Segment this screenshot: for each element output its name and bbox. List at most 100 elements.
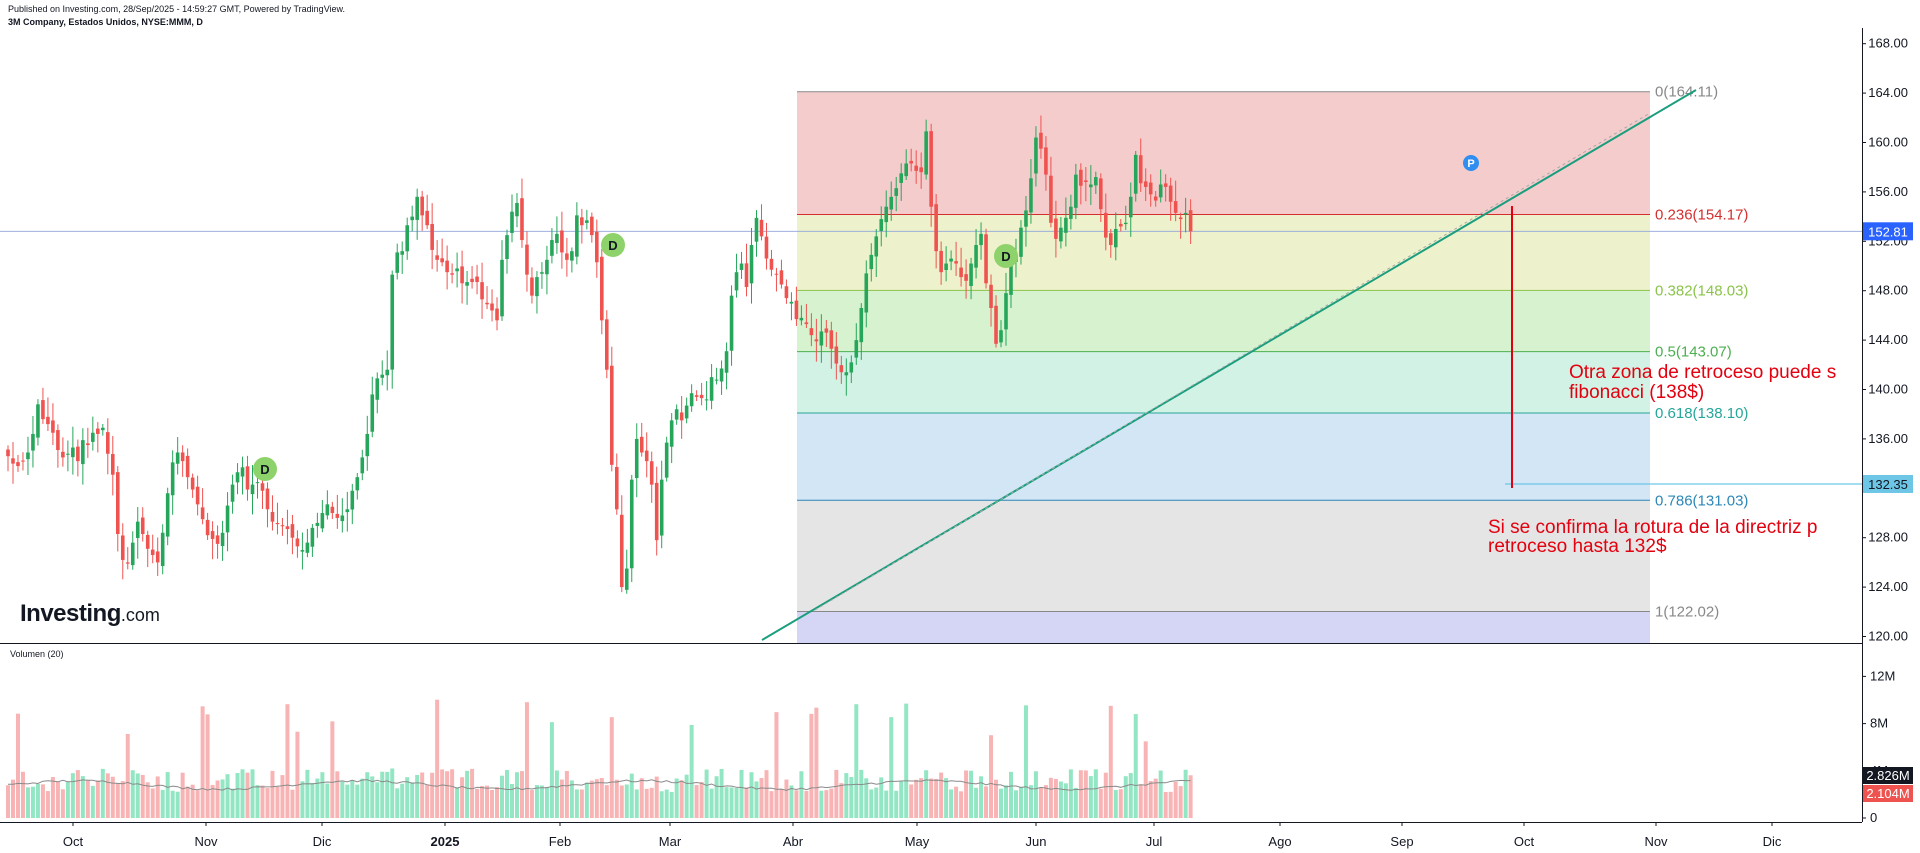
volume-bar bbox=[180, 772, 185, 818]
candle-body bbox=[300, 550, 305, 552]
candle-body bbox=[1158, 184, 1163, 198]
candle-body bbox=[61, 451, 65, 458]
axes: 120.00124.00128.00132.00136.00140.00144.… bbox=[63, 36, 1913, 849]
candle bbox=[570, 247, 574, 273]
candle bbox=[1183, 197, 1188, 233]
candle bbox=[959, 247, 963, 287]
volume-bar bbox=[909, 784, 914, 818]
candle-body bbox=[1024, 210, 1028, 227]
candle-body bbox=[629, 479, 634, 569]
candle-body bbox=[729, 295, 734, 351]
vol-last-tag-bg bbox=[1863, 785, 1913, 802]
marker-circle bbox=[253, 457, 277, 481]
volume-bar bbox=[784, 779, 789, 818]
volume-bar bbox=[190, 784, 195, 818]
candle-body bbox=[669, 420, 674, 447]
marker-circle bbox=[994, 244, 1018, 268]
candle bbox=[470, 266, 474, 289]
volume-bar bbox=[1073, 787, 1078, 818]
candle bbox=[919, 152, 923, 189]
candle-body bbox=[600, 256, 604, 321]
candle-body bbox=[684, 405, 689, 419]
candle-body bbox=[679, 412, 684, 421]
candle bbox=[51, 403, 55, 446]
candle bbox=[1138, 138, 1143, 192]
candle bbox=[340, 498, 345, 533]
candle-body bbox=[664, 442, 669, 478]
candle-body bbox=[934, 204, 938, 252]
volume-bars bbox=[6, 699, 1193, 818]
candle-body bbox=[205, 519, 210, 536]
volume-bar bbox=[1088, 776, 1093, 818]
y-tick-label: 156.00 bbox=[1868, 184, 1908, 199]
candle bbox=[125, 547, 130, 570]
volume-bar bbox=[155, 776, 160, 818]
volume-bar bbox=[799, 771, 804, 818]
candle bbox=[260, 477, 265, 510]
candle-body bbox=[834, 346, 839, 364]
candle-body bbox=[46, 416, 50, 425]
candle-body bbox=[465, 282, 469, 286]
volume-bar bbox=[130, 770, 135, 818]
candle bbox=[6, 445, 10, 472]
chart-frame bbox=[0, 28, 1863, 823]
volume-bar bbox=[694, 785, 699, 818]
candle-body bbox=[81, 440, 85, 465]
candle-body bbox=[106, 432, 110, 454]
candle bbox=[235, 463, 240, 495]
volume-bar bbox=[804, 790, 809, 818]
candle-body bbox=[76, 446, 80, 462]
volume-bar bbox=[864, 778, 869, 818]
candle bbox=[854, 323, 859, 365]
volume-bar bbox=[400, 783, 405, 818]
volume-bar bbox=[564, 771, 569, 818]
volume-bar bbox=[480, 786, 485, 818]
volume-bar bbox=[674, 778, 679, 818]
candle bbox=[575, 202, 579, 265]
volume-bar bbox=[1098, 788, 1103, 818]
volume-bar bbox=[195, 790, 200, 818]
volume-bar bbox=[215, 780, 220, 818]
volume-bar bbox=[495, 787, 500, 818]
candle bbox=[909, 148, 913, 172]
volume-bar bbox=[235, 773, 240, 818]
candle bbox=[809, 313, 814, 347]
candle-body bbox=[210, 531, 215, 539]
trendline-support bbox=[761, 89, 1697, 641]
volume-bar bbox=[40, 784, 45, 818]
volume-bar bbox=[719, 768, 724, 818]
target-price-tag: 132.35 bbox=[1863, 474, 1913, 493]
volume-bar bbox=[994, 779, 999, 818]
candle bbox=[1163, 174, 1168, 202]
target-price-tag-bg bbox=[1863, 474, 1913, 493]
candle-body bbox=[689, 393, 694, 407]
candle bbox=[1188, 199, 1193, 244]
candle bbox=[699, 382, 704, 406]
candle bbox=[500, 240, 504, 321]
candle bbox=[749, 227, 754, 304]
candle bbox=[530, 267, 534, 304]
volume-bar bbox=[425, 784, 430, 818]
candle-body bbox=[190, 477, 195, 490]
candle bbox=[1074, 163, 1078, 220]
candle-body bbox=[120, 535, 125, 560]
candle bbox=[989, 274, 993, 327]
volume-bar bbox=[60, 789, 65, 818]
volume-bar bbox=[1168, 791, 1173, 818]
candle bbox=[11, 442, 15, 484]
candle-body bbox=[360, 457, 365, 474]
volume-bar bbox=[140, 774, 145, 818]
candle-body bbox=[1148, 182, 1153, 195]
fib-level-label: 0.786(131.03) bbox=[1655, 492, 1748, 509]
fib-zone bbox=[797, 500, 1650, 612]
candle bbox=[26, 436, 30, 476]
candle-body bbox=[939, 250, 943, 273]
volume-bar bbox=[375, 782, 380, 818]
volume-bar bbox=[25, 787, 30, 818]
vol-tick-label: 12M bbox=[1870, 668, 1895, 683]
volume-bar bbox=[145, 782, 150, 818]
target-price-tag-text: 132.35 bbox=[1868, 477, 1908, 492]
fib-zone bbox=[797, 214, 1650, 291]
candle bbox=[899, 163, 904, 201]
candle bbox=[475, 264, 479, 295]
